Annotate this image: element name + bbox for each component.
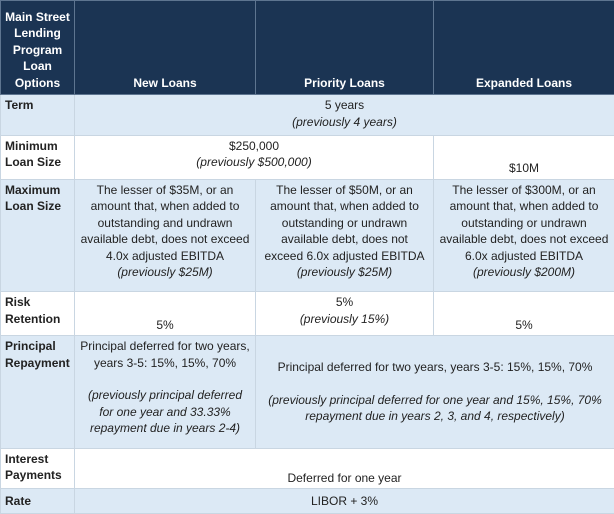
row-label-text: Repayment — [5, 355, 70, 370]
maximum-expanded-line: outstanding or undrawn — [461, 215, 587, 230]
table-row-term: Term 5 years (previously 4 years) — [0, 94, 614, 136]
maximum-priority-line: amount that, when added to — [270, 199, 419, 214]
row-label-text: Maximum — [5, 182, 61, 197]
risk-priority-cell: 5% (previously 15%) — [255, 291, 434, 337]
maximum-priority-line: outstanding or undrawn — [281, 215, 408, 230]
maximum-expanded-line: The lesser of $300M, or an — [452, 182, 596, 197]
row-label-rate: Rate — [0, 488, 75, 514]
maximum-new-line: The lesser of $35M, or an — [96, 182, 234, 197]
maximum-priority-line: exceed 6.0x adjusted EBITDA — [264, 248, 425, 263]
maximum-priority-previous: (previously $25M) — [296, 265, 393, 280]
row-label-text: Term — [5, 98, 34, 112]
maximum-new-line: outstanding and undrawn — [97, 215, 233, 230]
corner-header-line: Main Street — [5, 9, 70, 24]
row-label-term: Term — [0, 94, 75, 136]
row-label-principal-repayment: Principal Repayment — [0, 335, 75, 449]
spacer — [260, 376, 610, 392]
maximum-new-previous: (previously $25M) — [117, 265, 213, 280]
principal-new-line: Principal deferred for two years, — [80, 339, 250, 354]
table-row-rate: Rate LIBOR + 3% — [0, 488, 614, 514]
risk-new-value: 5% — [156, 317, 174, 332]
row-label-text: Retention — [5, 311, 61, 326]
column-header-new-loans: New Loans — [74, 0, 256, 95]
principal-priority-expanded-value: Principal deferred for two years, years … — [277, 360, 593, 375]
table-row-risk-retention: Risk Retention 5% 5% (previously 15%) 5% — [0, 291, 614, 337]
maximum-new-cell: The lesser of $35M, or an amount that, w… — [74, 178, 256, 293]
row-label-risk-retention: Risk Retention — [0, 291, 75, 337]
row-label-text: Loan Size — [5, 199, 62, 214]
risk-priority-value: 5% — [335, 295, 354, 310]
maximum-priority-line: The lesser of $50M, or an — [276, 182, 413, 197]
term-cell: 5 years (previously 4 years) — [74, 94, 614, 136]
corner-header-line: Loan — [23, 59, 52, 73]
risk-expanded-cell: 5% — [433, 291, 614, 337]
minimum-expanded-cell: $10M — [433, 134, 614, 180]
minimum-value: $250,000 — [228, 138, 280, 153]
principal-new-cell: Principal deferred for two years, years … — [74, 335, 256, 449]
principal-new-previous: (previously principal deferred — [87, 388, 243, 403]
maximum-expanded-previous: (previously $200M) — [472, 265, 576, 280]
principal-new-line: years 3-5: 15%, 15%, 70% — [93, 355, 237, 370]
rate-value: LIBOR + 3% — [310, 493, 379, 508]
row-label-text: Minimum — [5, 138, 58, 153]
risk-priority-previous: (previously 15%) — [299, 311, 390, 326]
corner-header-line: Program — [12, 42, 63, 57]
row-label-text: Loan Size — [5, 155, 62, 170]
minimum-new-priority-cell: $250,000 (previously $500,000) — [74, 134, 434, 180]
interest-value: Deferred for one year — [287, 470, 402, 485]
maximum-priority-line: available debt, does not — [281, 232, 408, 247]
principal-priority-expanded-cell: Principal deferred for two years, years … — [255, 335, 614, 449]
table-row-minimum-loan-size: Minimum Loan Size $250,000 (previously $… — [0, 134, 614, 180]
row-label-text: Rate — [5, 493, 32, 508]
principal-priority-expanded-previous: repayment due in years 2, 3, and 4, resp… — [305, 409, 565, 424]
maximum-expanded-line: 6.0x adjusted EBITDA — [464, 248, 584, 263]
spacer — [79, 371, 251, 387]
table-row-interest-payments: Interest Payments Deferred for one year — [0, 447, 614, 490]
maximum-expanded-line: available debt, does not exceed — [439, 232, 609, 247]
principal-new-previous: repayment due in years 2-4) — [89, 421, 241, 436]
risk-new-cell: 5% — [74, 291, 256, 337]
rate-cell: LIBOR + 3% — [74, 488, 614, 514]
table-row-principal-repayment: Principal Repayment Principal deferred f… — [0, 335, 614, 449]
row-label-interest-payments: Interest Payments — [0, 447, 75, 490]
header-row: Main Street Lending Program Loan Options… — [0, 0, 614, 95]
row-label-minimum-loan-size: Minimum Loan Size — [0, 134, 75, 180]
row-label-text: Interest — [5, 451, 49, 466]
maximum-priority-cell: The lesser of $50M, or an amount that, w… — [255, 178, 434, 293]
minimum-expanded-value: $10M — [508, 161, 540, 176]
row-label-maximum-loan-size: Maximum Loan Size — [0, 178, 75, 293]
corner-header: Main Street Lending Program Loan Options — [0, 0, 75, 95]
row-label-text: Risk — [5, 295, 31, 310]
row-label-text: Principal — [5, 339, 56, 354]
maximum-expanded-line: amount that, when added to — [449, 199, 599, 214]
term-value: 5 years — [324, 98, 365, 112]
row-label-text: Payments — [5, 468, 62, 483]
corner-header-line: Lending — [14, 26, 61, 40]
principal-priority-expanded-previous: (previously principal deferred for one y… — [268, 392, 602, 407]
term-previous: (previously 4 years) — [292, 114, 397, 129]
column-header-expanded-loans: Expanded Loans — [433, 0, 614, 95]
minimum-previous: (previously $500,000) — [196, 155, 312, 170]
interest-cell: Deferred for one year — [74, 447, 614, 490]
table-row-maximum-loan-size: Maximum Loan Size The lesser of $35M, or… — [0, 178, 614, 293]
corner-header-line: Options — [14, 75, 61, 90]
maximum-new-line: amount that, when added to — [90, 199, 240, 214]
maximum-new-line: 4.0x adjusted EBITDA — [105, 248, 225, 263]
maximum-new-line: available debt, does not exceed — [80, 232, 250, 247]
maximum-expanded-cell: The lesser of $300M, or an amount that, … — [433, 178, 614, 293]
risk-expanded-value: 5% — [515, 317, 533, 332]
column-header-priority-loans: Priority Loans — [255, 0, 434, 95]
principal-new-previous: for one year and 33.33% — [99, 404, 231, 419]
